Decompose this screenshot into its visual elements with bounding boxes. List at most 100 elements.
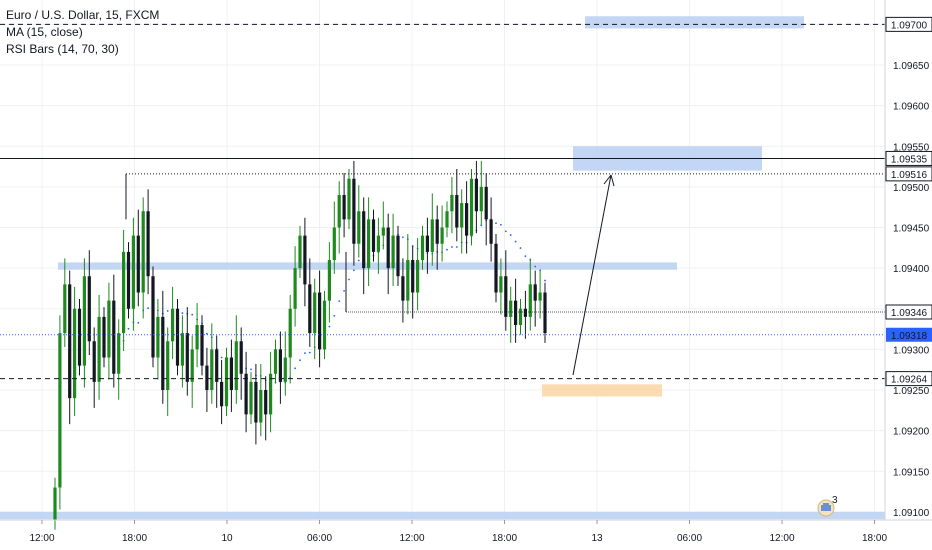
ma-dot (304, 352, 306, 355)
candle-down (435, 219, 439, 244)
candle-up (430, 219, 434, 252)
candle-down (401, 276, 405, 301)
candle-down (533, 284, 537, 301)
candle-up (210, 349, 214, 390)
ma-dot (446, 248, 448, 251)
candle-down (514, 300, 518, 325)
price-tick-label: 1.09600 (893, 102, 930, 113)
ma-dot (495, 222, 497, 225)
ma-dot (220, 356, 223, 359)
ma-dot (206, 332, 208, 335)
candle-down (484, 186, 488, 220)
chart-legend: Euro / U.S. Dollar, 15, FXCM MA (15, clo… (6, 7, 159, 58)
price-tick-label: 1.09550 (893, 142, 930, 153)
candle-down (303, 235, 307, 285)
candles (53, 160, 547, 530)
candle-up (63, 284, 67, 334)
candle-up (357, 211, 361, 244)
candle-up (73, 308, 77, 399)
candle-up (122, 251, 126, 334)
price-tick-label: 1.09400 (893, 264, 930, 275)
projection-arrow (572, 174, 615, 376)
candle-up (518, 308, 523, 325)
price-tick-label: 1.09200 (893, 427, 930, 438)
price-label-text: 1.09516 (891, 170, 928, 181)
time-tick-label: 18:00 (122, 533, 147, 544)
candle-up (440, 227, 444, 244)
candle-up (283, 357, 287, 382)
candle-up (332, 227, 336, 260)
time-tick-label: 10 (221, 533, 233, 544)
candle-up (381, 227, 385, 236)
time-tick-label: 18:00 (862, 533, 887, 544)
candle-down (342, 195, 346, 220)
candle-down (371, 219, 376, 252)
blue-zone (0, 511, 885, 520)
ma-dot (504, 230, 507, 233)
candle-down (200, 325, 204, 366)
candle-up (82, 276, 86, 366)
candle-down (494, 243, 498, 293)
candle-down (465, 203, 469, 236)
candle-down (87, 276, 91, 342)
ma-dot (500, 223, 502, 226)
candle-down (308, 284, 312, 334)
price-tick-label: 1.09450 (893, 224, 930, 235)
candle-up (141, 211, 145, 293)
candle-down (362, 211, 366, 269)
alerts-badge[interactable]: 3 (817, 495, 839, 517)
candle-up (293, 268, 297, 309)
candle-up (406, 260, 410, 301)
ma-indicator-label[interactable]: MA (15, close) (6, 25, 83, 39)
candle-down (386, 227, 390, 269)
candle-up (58, 333, 62, 488)
candle-up (234, 341, 238, 390)
candle-up (460, 203, 464, 228)
ma-dot (343, 289, 345, 292)
candle-down (543, 292, 547, 334)
ma-dot (294, 367, 296, 370)
candle-up (298, 235, 302, 269)
time-axis[interactable]: 12:00 18:00 10 06:00 12:00 18:00 13 06:00 12:00 1… (0, 519, 932, 544)
building-icon: 3 (817, 495, 838, 517)
ma-dot (534, 265, 537, 268)
ma-dot (147, 307, 150, 310)
candle-up (445, 211, 449, 228)
orange-zone (542, 384, 662, 397)
time-tick-label: 12:00 (769, 533, 794, 544)
ma-dot (509, 234, 512, 236)
ma-dot (544, 279, 546, 282)
candle-up (509, 300, 513, 317)
candle-up (313, 292, 317, 334)
ma-dot (353, 269, 355, 272)
candle-down (126, 251, 131, 309)
price-label-text: 1.09535 (891, 154, 928, 165)
rsi-indicator-label[interactable]: RSI Bars (14, 70, 30) (6, 42, 119, 56)
candle-up (273, 349, 278, 374)
price-label-text: 1.09346 (891, 308, 928, 319)
candle-up (156, 316, 160, 358)
candle-up (327, 260, 331, 301)
time-tick-label: 18:00 (492, 533, 517, 544)
candle-up (288, 308, 292, 358)
ma-dot (299, 359, 301, 362)
blue-zone (585, 16, 804, 29)
ma-dot (455, 246, 458, 248)
candle-up (180, 333, 184, 366)
candle-up (269, 373, 273, 415)
candle-down (136, 235, 140, 293)
candle-up (479, 186, 483, 212)
symbol-title[interactable]: Euro / U.S. Dollar, 15, FXCM (6, 8, 160, 22)
arrow-shaft (572, 174, 612, 376)
candle-down (411, 260, 415, 293)
price-tick-label: 1.09500 (893, 183, 930, 194)
candle-down (205, 365, 209, 390)
badge-count: 3 (832, 495, 838, 506)
candle-down (352, 178, 356, 244)
time-tick-label: 13 (591, 533, 603, 544)
candle-down (215, 349, 219, 382)
ma-dot (181, 312, 184, 314)
candle-up (249, 381, 253, 415)
price-axis[interactable]: 1.09700 1.09650 1.09600 1.09550 1.09500 1.094… (884, 0, 932, 520)
